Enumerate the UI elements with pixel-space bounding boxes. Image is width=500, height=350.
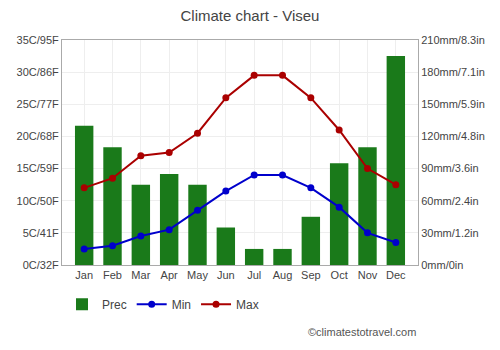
svg-text:Max: Max [236, 298, 259, 312]
svg-text:30C/86F: 30C/86F [17, 66, 59, 78]
svg-text:15C/59F: 15C/59F [17, 162, 59, 174]
svg-text:May: May [187, 269, 208, 281]
svg-text:Sep: Sep [301, 269, 321, 281]
svg-text:Min: Min [172, 298, 191, 312]
svg-text:Nov: Nov [358, 269, 378, 281]
svg-text:120mm/4.8in: 120mm/4.8in [421, 130, 485, 142]
svg-text:0C/32F: 0C/32F [23, 259, 59, 271]
svg-text:Jan: Jan [75, 269, 93, 281]
svg-text:Jul: Jul [247, 269, 261, 281]
svg-text:Feb: Feb [103, 269, 122, 281]
svg-text:20C/68F: 20C/68F [17, 130, 59, 142]
svg-text:©climatestotravel.com: ©climatestotravel.com [308, 326, 416, 338]
svg-text:Climate chart - Viseu: Climate chart - Viseu [181, 7, 320, 24]
svg-text:0mm/0in: 0mm/0in [421, 259, 463, 271]
svg-text:Prec: Prec [102, 298, 127, 312]
svg-text:Mar: Mar [131, 269, 150, 281]
svg-text:210mm/8.3in: 210mm/8.3in [421, 34, 485, 46]
svg-text:Dec: Dec [386, 269, 406, 281]
svg-text:180mm/7.1in: 180mm/7.1in [421, 66, 485, 78]
svg-text:30mm/1.2in: 30mm/1.2in [421, 227, 478, 239]
svg-text:Jun: Jun [217, 269, 235, 281]
svg-text:35C/95F: 35C/95F [17, 34, 59, 46]
svg-text:Aug: Aug [273, 269, 293, 281]
svg-text:90mm/3.6in: 90mm/3.6in [421, 162, 478, 174]
svg-text:25C/77F: 25C/77F [17, 98, 59, 110]
svg-text:Oct: Oct [331, 269, 348, 281]
svg-text:Apr: Apr [161, 269, 178, 281]
svg-text:10C/50F: 10C/50F [17, 195, 59, 207]
svg-text:150mm/5.9in: 150mm/5.9in [421, 98, 485, 110]
svg-text:5C/41F: 5C/41F [23, 227, 59, 239]
svg-text:60mm/2.4in: 60mm/2.4in [421, 195, 478, 207]
